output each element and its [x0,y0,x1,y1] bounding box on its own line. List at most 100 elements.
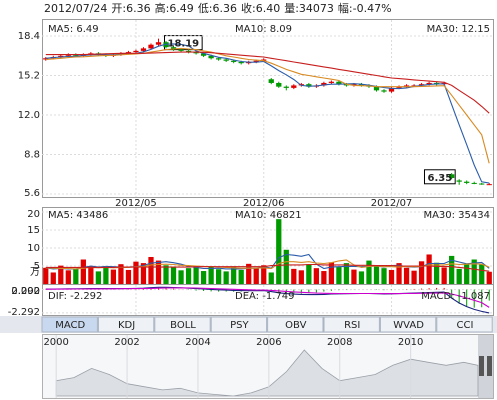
y-tick-label: 12.0 [18,110,40,121]
tab[interactable] [436,316,493,333]
price-ma-line [45,47,490,164]
x-tick-label: 2012/07 [371,198,413,209]
volume-bar [88,265,94,284]
volume-bar [216,269,222,284]
x-tick-label: 2012/05 [115,198,157,209]
volume-bar [65,270,71,284]
volume-bar [148,256,154,284]
header-field: 收:6.40 [241,1,280,15]
tab[interactable] [210,316,268,333]
tab-label[interactable]: RSI [344,320,360,331]
volume-bar [200,271,207,284]
candle-body [373,86,380,91]
legend-entry: MA5: 43486 [48,210,108,221]
candle-body [125,52,132,54]
volume-bar [261,265,267,284]
candle-body [178,49,184,51]
tab-label[interactable]: CCI [457,320,474,331]
volume-bar [268,272,274,284]
volume-bar [178,270,184,284]
candle-body [155,42,162,45]
volume-bar [351,269,357,284]
tab[interactable] [97,316,155,333]
volume-bar [73,268,79,284]
candle-body [231,60,237,62]
high-annotation: 18.19 [168,39,200,50]
candle-body [343,84,350,86]
volume-bar [103,266,109,284]
volume-bar [238,269,244,284]
y-tick-label: -2.292 [8,307,40,318]
tab[interactable] [41,316,98,333]
volume-bar [426,254,432,284]
tab[interactable] [379,316,437,333]
candle-body [471,182,477,184]
volume-bar [336,267,342,284]
y-tick-label: 5 [34,261,40,272]
candle-body [449,174,455,178]
legend-entry: MA30: 12.15 [427,24,490,35]
candle-body [261,59,267,61]
volume-bar [411,270,417,284]
candle-body [486,184,492,186]
candle-body [73,54,79,56]
candle-body [336,81,342,85]
volume-bar [283,249,289,284]
volume-bar [253,268,259,284]
volume-bar [388,269,395,284]
candle-body [193,52,199,54]
volume-bar [471,259,477,284]
price-ma-line [45,51,490,114]
volume-bar [58,265,64,284]
volume-bar [80,259,86,284]
volume-bar [321,271,327,284]
legend-entry: MA10: 46821 [235,210,302,221]
overview-handle[interactable] [479,356,484,376]
tab[interactable] [154,316,211,333]
macd-panel [42,284,494,316]
volume-bar [276,219,282,284]
candle-body [133,50,139,53]
candle-body [396,86,402,88]
tab[interactable] [323,316,380,333]
volume-bar [418,261,425,284]
volume-bar [223,271,229,284]
candle-body [238,61,244,64]
volume-bar [118,264,124,284]
candle-body [351,84,357,86]
volume-bar [343,263,350,284]
tab-label[interactable]: OBV [285,320,306,331]
tab-label[interactable]: WVAD [393,320,424,331]
overview-year: 2010 [398,337,423,348]
legend-entry: DEA: -1.749 [235,291,294,302]
candle-body [65,54,71,56]
tab-label[interactable]: BOLL [170,320,196,331]
tab[interactable] [267,316,324,333]
legend-entry: MA5: 6.49 [48,24,99,35]
tab-label[interactable]: KDJ [118,320,135,331]
candle-body [200,53,207,56]
overview-selection[interactable] [478,335,493,398]
volume-bar [381,268,387,284]
volume-bar [366,260,372,284]
tab-label[interactable]: MACD [55,320,85,331]
candle-body [381,90,387,92]
legend-entry: DIF: -2.292 [48,291,102,302]
volume-bar [110,269,117,284]
volume-bar [170,267,177,284]
overview-handle[interactable] [487,356,492,376]
candle-body [253,60,259,62]
volume-bar [441,267,447,284]
candle-body [223,59,229,61]
volume-bar [155,260,162,284]
tab-label[interactable]: PSY [230,320,249,331]
overview-year: 2008 [327,337,352,348]
price-panel [42,19,494,198]
volume-bar [125,269,132,284]
volume-bar [328,262,335,284]
volume-bar [208,266,214,284]
candle-body [403,85,410,87]
candle-body [170,47,177,50]
header-field: 量:34073 [284,2,334,15]
